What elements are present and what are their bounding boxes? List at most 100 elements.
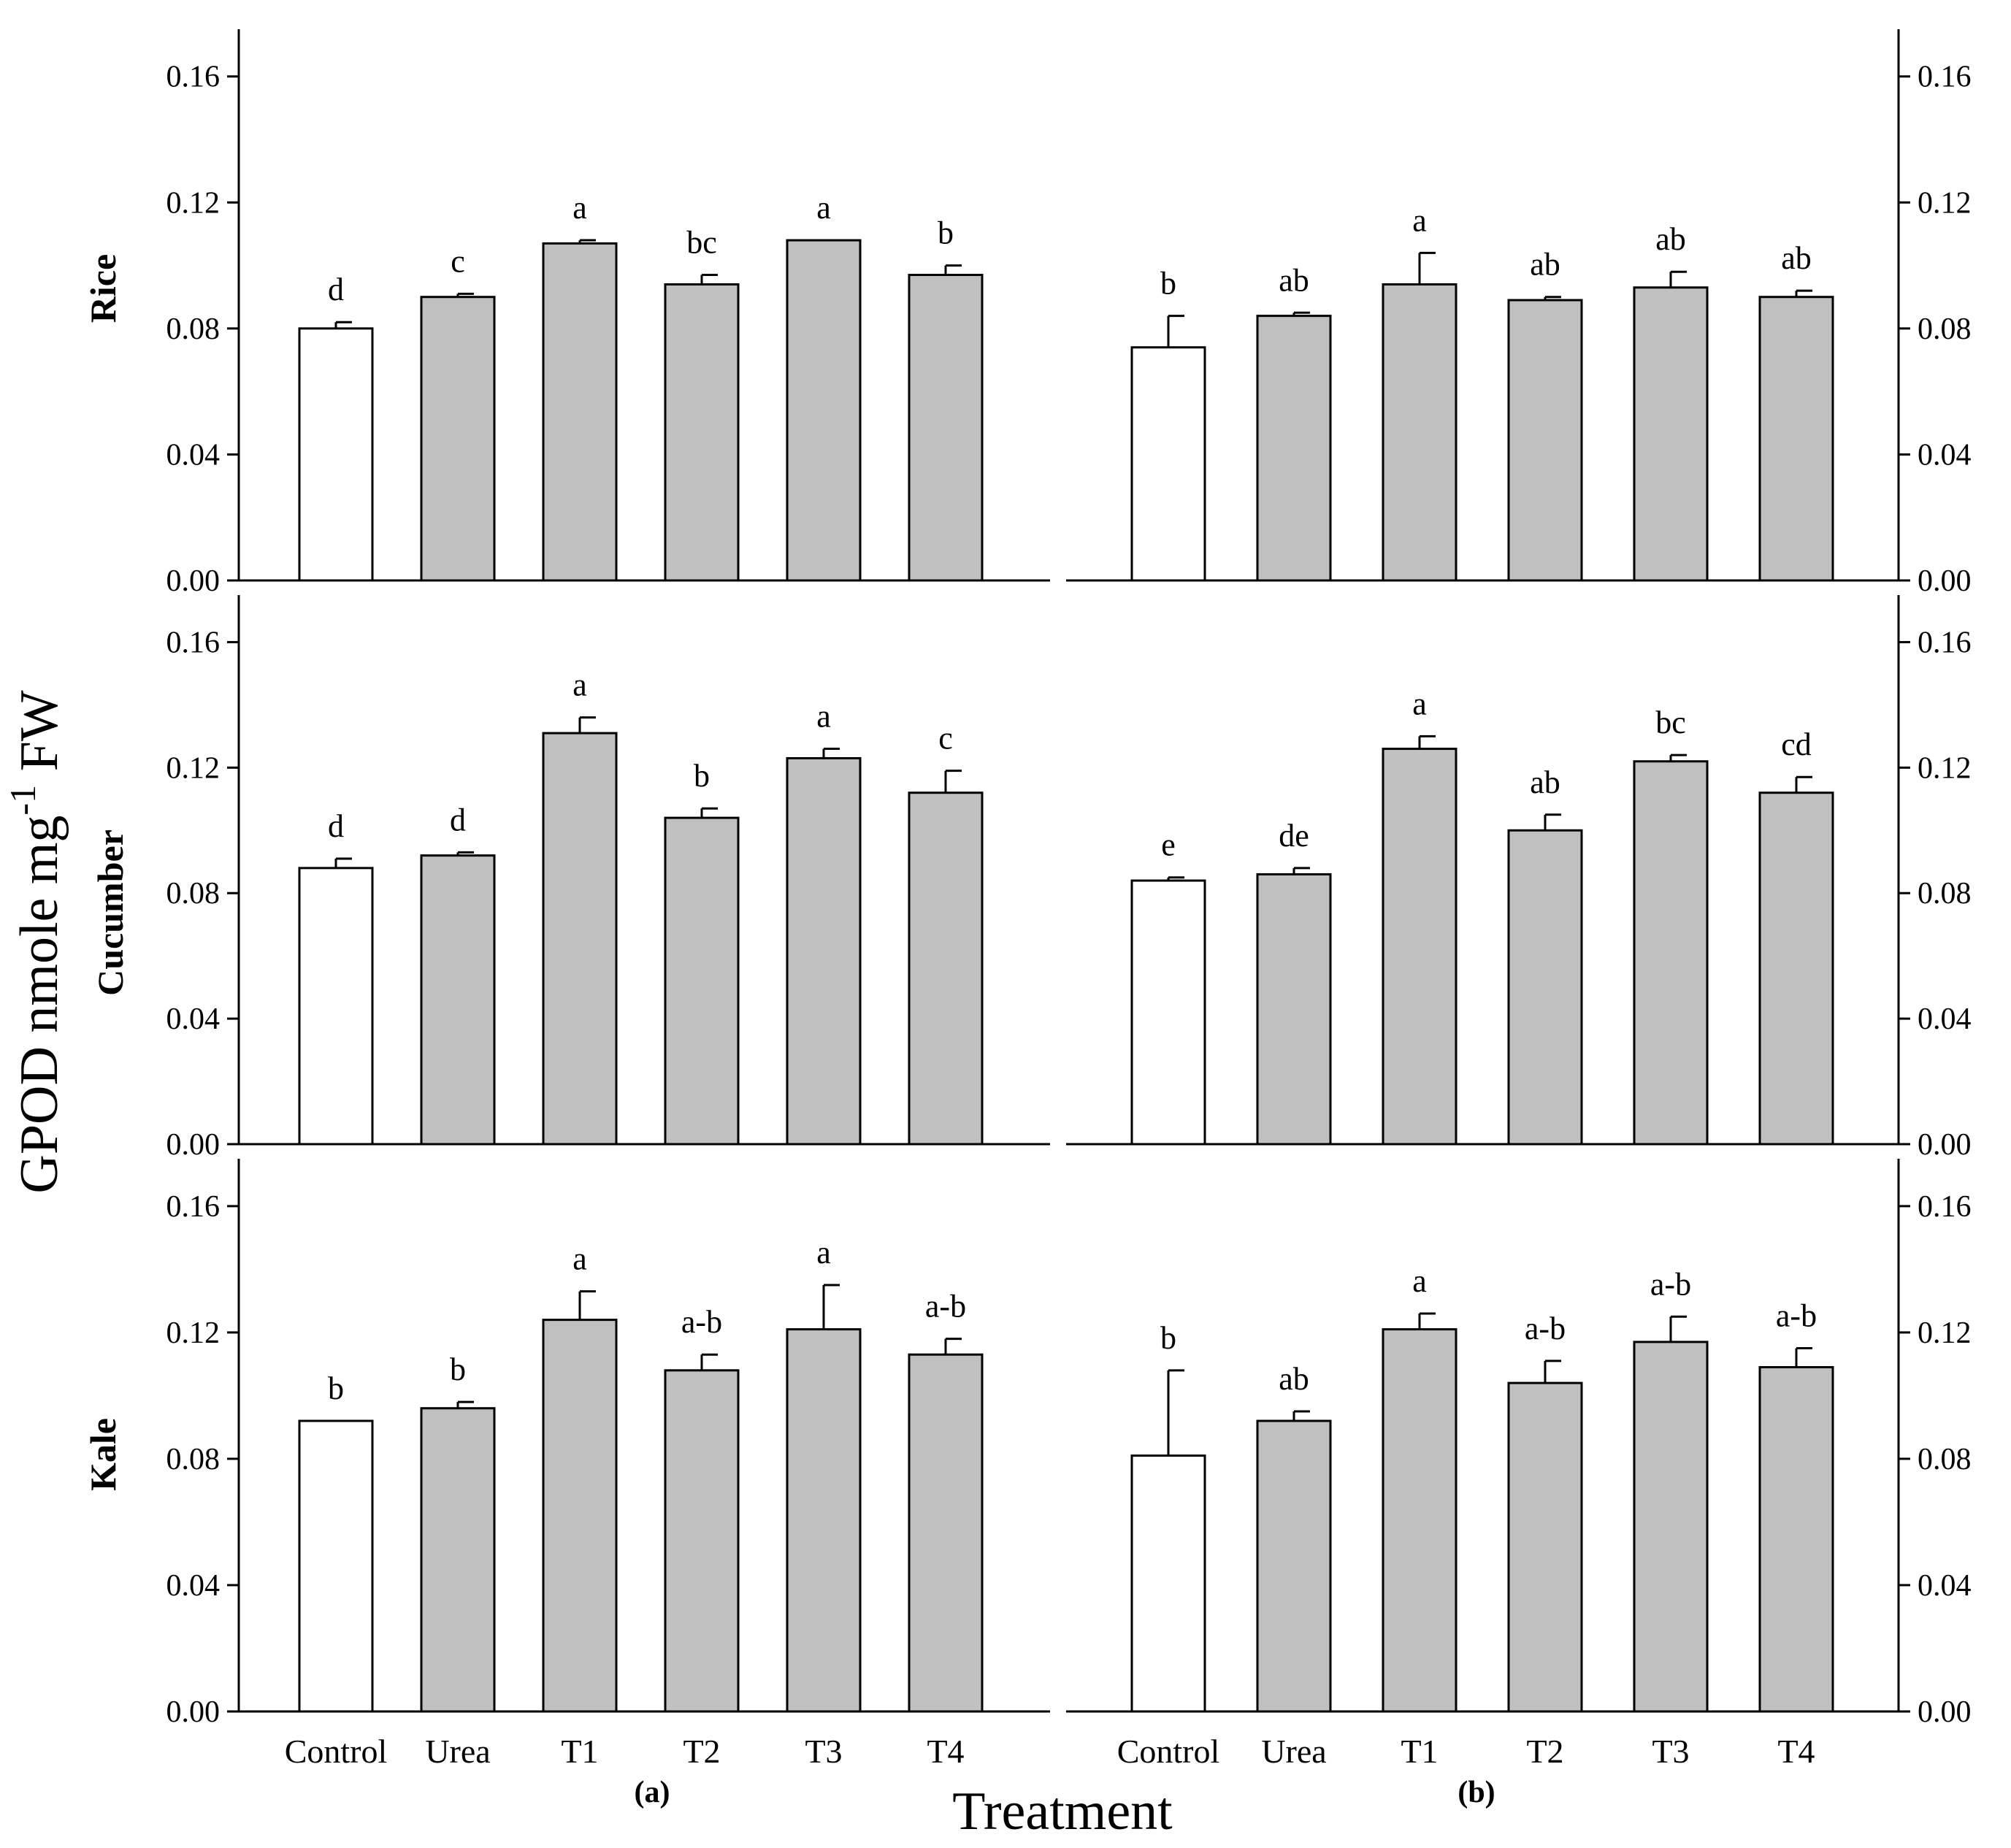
y-tick-label: 0.04 [1918,438,1972,472]
significance-letter: ab [1781,240,1812,276]
y-tick-label: 0.12 [1918,186,1972,220]
bar-t1 [1382,1328,1458,1713]
significance-letter: c [938,721,953,756]
y-tick-label: 0.08 [1918,877,1972,910]
y-tick-label: 0.00 [166,564,221,598]
bar-urea [1256,873,1332,1146]
chart-panel-rice-b: b ab a ab ab ab 0.00 0.04 0.08 0.12 0.16 [1066,29,1972,598]
significance-letter: b [450,1352,466,1387]
bar-t2 [1507,1381,1583,1713]
significance-letter: bc [1655,705,1686,740]
bar-t2 [664,816,740,1146]
significance-letter: a [1412,202,1427,238]
bar-t2 [1507,299,1583,582]
y-tick-label: 0.08 [166,313,221,346]
y-tick-label: 0.04 [166,438,221,472]
significance-letter: a-b [681,1304,722,1340]
bar-t2 [664,1369,740,1713]
significance-letter: ab [1655,221,1686,257]
y-tick-label: 0.00 [166,1128,221,1162]
bar-t1 [542,242,618,582]
chart-panel-kale-a: b b a a-b a a-b 0.00 0.04 0.08 0.12 0.16 Control Ure… [166,1159,1050,1770]
significance-letter: de [1279,818,1309,854]
y-tick-label: 0.16 [166,626,221,659]
significance-letter: d [328,272,344,307]
significance-letter: ab [1279,1361,1309,1397]
bar-t3 [1633,760,1709,1146]
chart-panel-rice-a: d c a bc a b 0.00 0.04 0.08 0.12 0.16 [166,29,1050,598]
row-label-rice: Rice [83,254,123,323]
y-axis-label: GPOD nmole mg-1 FW [2,690,69,1193]
y-tick-label: 0.08 [166,1443,221,1476]
significance-letter: a [572,667,587,703]
bar-control [1130,346,1206,582]
bar-t3 [786,239,862,582]
x-axis-label: Treatment [952,1782,1173,1841]
bar-control [298,1419,374,1713]
significance-letter: d [328,808,344,844]
x-tick-label-t2: T2 [683,1733,720,1770]
y-tick-label: 0.12 [1918,1316,1972,1350]
significance-letter: a-b [1650,1266,1691,1302]
x-tick-label-control: Control [285,1733,388,1770]
y-tick-label: 0.16 [166,61,221,94]
y-tick-label: 0.04 [166,1569,221,1603]
significance-letter: ab [1530,247,1560,283]
bar-urea [1256,1419,1332,1713]
y-tick-label: 0.04 [166,1002,221,1036]
x-tick-label-t3: T3 [805,1733,842,1770]
chart-panel-cucumber-b: e de a ab bc cd 0.00 0.04 0.08 0.12 0.16 [1066,595,1972,1162]
significance-letter: ab [1530,764,1560,800]
bar-t2 [664,283,740,582]
significance-letter: a-b [1776,1298,1817,1334]
bar-t3 [786,756,862,1146]
bar-t4 [908,1353,984,1713]
chart-panel-cucumber-a: d d a b a c 0.00 0.04 0.08 0.12 0.16 [166,595,1050,1162]
bar-t1 [1382,283,1458,582]
significance-letter: ab [1279,262,1309,298]
significance-letter: a [816,1235,831,1270]
y-tick-label: 0.00 [1918,1128,1972,1162]
significance-letter: b [328,1370,344,1406]
y-tick-label: 0.16 [1918,61,1972,94]
significance-letter: cd [1781,726,1812,762]
bar-t3 [1633,286,1709,582]
significance-letter: b [1160,1320,1176,1356]
significance-letter: b [1160,266,1176,302]
x-tick-label-t1: T1 [1401,1733,1438,1770]
significance-letter: a [572,1241,587,1277]
bar-t3 [1633,1341,1709,1713]
bar-t1 [1382,748,1458,1146]
x-tick-label-t4: T4 [927,1733,964,1770]
y-tick-label: 0.08 [1918,1443,1972,1476]
x-tick-label-t1: T1 [561,1733,598,1770]
y-tick-label: 0.12 [166,751,221,785]
bar-urea [420,1407,496,1713]
significance-letter: a [572,190,587,226]
y-tick-label: 0.12 [1918,751,1972,785]
bar-control [298,327,374,582]
significance-letter: a [816,190,831,226]
significance-letter: b [694,758,710,794]
y-tick-label: 0.00 [1918,1695,1972,1729]
y-tick-label: 0.12 [166,186,221,220]
x-tick-label-t4: T4 [1777,1733,1815,1770]
significance-letter: c [451,243,465,279]
bar-t4 [1758,1365,1834,1713]
panel-label-b: (b) [1458,1776,1495,1809]
bar-control [1130,1454,1206,1713]
bar-t4 [908,274,984,582]
bar-t1 [542,732,618,1146]
bar-urea [420,854,496,1146]
significance-letter: a [1412,686,1427,721]
bar-t3 [786,1328,862,1713]
y-tick-label: 0.16 [1918,1190,1972,1224]
bar-t1 [542,1319,618,1713]
significance-letter: bc [686,225,717,261]
y-tick-label: 0.08 [1918,313,1972,346]
y-tick-label: 0.00 [166,1695,221,1729]
bar-urea [420,296,496,582]
row-label-cucumber: Cucumber [90,829,131,996]
x-tick-label-urea: Urea [1261,1733,1326,1770]
